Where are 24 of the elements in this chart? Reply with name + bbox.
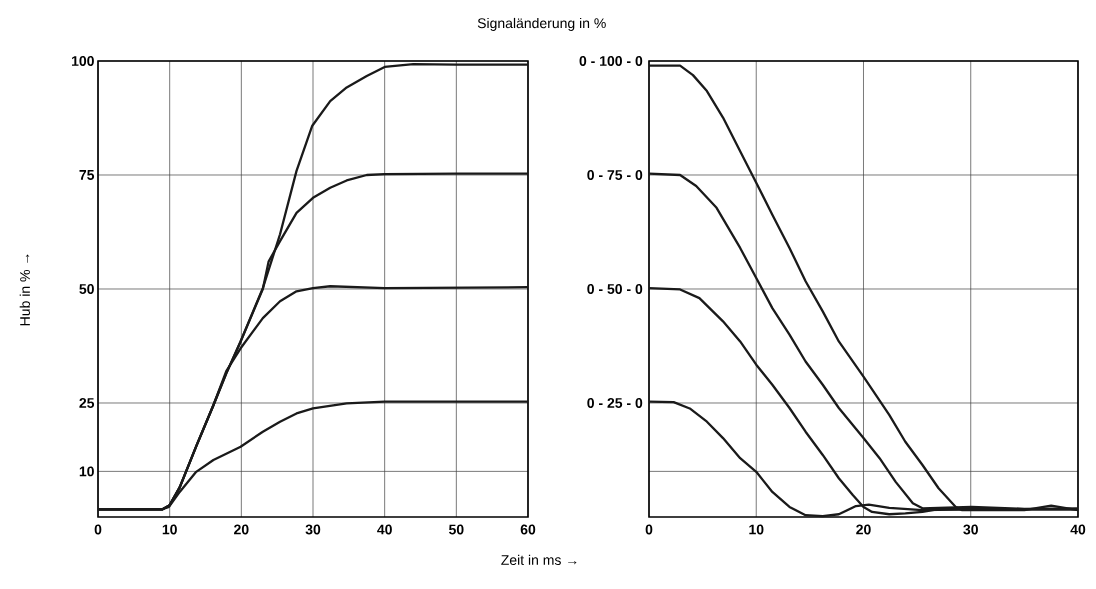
text: 0 - 100 - 0	[579, 56, 643, 66]
x-tick-label: 10	[162, 524, 177, 535]
y-tick-label: 75	[79, 170, 95, 180]
x-tick-label: 20	[234, 524, 249, 535]
text: 0 - 75 - 0	[587, 170, 643, 180]
x-tick-label: 50	[448, 524, 464, 535]
x-tick-label: 60	[520, 524, 536, 535]
x-tick-label: 0	[645, 524, 653, 535]
x-tick-label: 30	[963, 524, 978, 535]
x-axis-title: Zeit in ms →	[501, 554, 577, 565]
chart-title: Signaländerung in %	[477, 17, 606, 31]
y-tick-label: 50	[79, 284, 94, 294]
x-tick-label: 10	[749, 524, 764, 535]
x-tick-label: 40	[1070, 524, 1086, 535]
text: 0 - 25 - 0	[587, 398, 643, 408]
x-tick-label: 40	[377, 524, 392, 535]
y-tick-label: 25	[79, 398, 95, 408]
x-tick-label: 0	[94, 524, 102, 535]
y-tick-label: 10	[79, 466, 94, 477]
x-tick-label: 30	[305, 524, 321, 535]
x-tick-label: 20	[856, 524, 871, 535]
y-tick-label: 100	[72, 56, 94, 66]
text: 0 - 50 - 0	[587, 284, 643, 294]
y-axis-title: Hub in % →	[19, 254, 30, 326]
